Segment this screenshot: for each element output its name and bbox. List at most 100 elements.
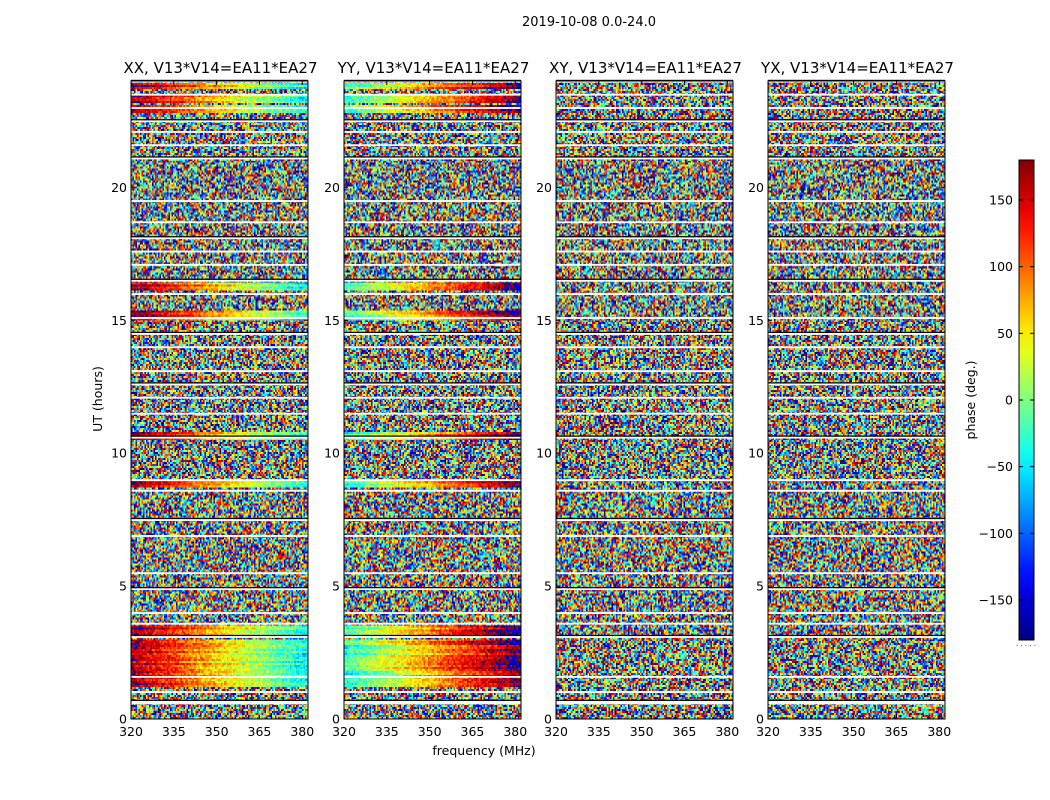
y-tick-label: 0	[756, 712, 764, 727]
y-axis-label: UT (hours)	[90, 366, 105, 432]
flagged-gap	[768, 81, 945, 83]
flag-edge	[344, 119, 521, 121]
flagged-gap	[131, 237, 308, 240]
y-tick-label: 20	[536, 180, 552, 195]
flagged-gap	[131, 221, 308, 224]
flagged-gap	[131, 489, 308, 492]
flagged-gap	[344, 130, 521, 133]
flagged-gap	[556, 120, 733, 123]
flagged-gap	[344, 157, 521, 160]
flagged-gap	[768, 107, 945, 109]
flagged-gap	[768, 675, 945, 678]
flagged-gap	[556, 436, 733, 439]
flag-edge	[768, 435, 945, 437]
flagged-gap	[556, 93, 733, 96]
flagged-gap	[344, 317, 521, 319]
flag-edge	[768, 156, 945, 158]
flagged-gap	[131, 317, 308, 319]
x-tick-label: 365	[885, 724, 909, 739]
flag-edge	[344, 634, 521, 637]
flag-edge	[768, 79, 945, 81]
flagged-gap	[131, 93, 308, 96]
flagged-gap	[344, 250, 521, 253]
flagged-gap	[344, 279, 521, 282]
flag-edge	[556, 634, 733, 637]
flagged-gap	[344, 237, 521, 240]
colorbar-tick-label: −50	[987, 459, 1013, 474]
flagged-gap	[556, 279, 733, 282]
flag-edge	[768, 634, 945, 637]
flagged-gap	[131, 675, 308, 678]
flag-edge	[556, 119, 733, 121]
flag-edge	[556, 236, 733, 238]
flagged-gap	[344, 120, 521, 123]
flagged-gap	[556, 333, 733, 335]
flagged-gap	[344, 412, 521, 415]
flag-edge	[131, 79, 308, 81]
flagged-gap	[556, 396, 733, 399]
flag-edge	[556, 699, 733, 701]
flag-edge	[131, 278, 308, 280]
flagged-gap	[131, 333, 308, 335]
flagged-gap	[556, 107, 733, 109]
y-tick-label: 15	[748, 313, 764, 328]
panel-frame	[343, 80, 522, 720]
flag-edge	[556, 331, 733, 334]
flagged-gap	[344, 691, 521, 693]
flag-edge	[556, 278, 733, 280]
y-tick-label: 20	[324, 180, 340, 195]
x-tick-label: 365	[673, 724, 697, 739]
y-tick-label: 0	[544, 712, 552, 727]
y-tick-label: 10	[536, 446, 552, 461]
flag-edge	[131, 331, 308, 334]
flagged-gap	[131, 412, 308, 415]
flagged-gap	[131, 279, 308, 282]
flagged-gap	[344, 535, 521, 537]
flagged-gap	[768, 293, 945, 295]
flag-edge	[344, 435, 521, 437]
flagged-gap	[344, 636, 521, 638]
flagged-gap	[768, 519, 945, 521]
panel-frame	[555, 80, 734, 720]
flagged-gap	[131, 346, 308, 349]
flagged-gap	[768, 572, 945, 575]
panel-title: YX, V13*V14=EA11*EA27	[760, 59, 954, 77]
colorbar-tick-label: 50	[997, 326, 1013, 341]
flagged-gap	[768, 612, 945, 614]
flagged-gap	[344, 370, 521, 373]
flag-edge	[768, 331, 945, 334]
panel-frame	[767, 80, 946, 720]
flagged-gap	[344, 436, 521, 439]
flagged-gap	[556, 636, 733, 638]
flagged-gap	[131, 107, 308, 109]
flagged-gap	[131, 612, 308, 614]
flagged-gap	[556, 519, 733, 521]
x-tick-label: 350	[842, 724, 866, 739]
flagged-gap	[768, 479, 945, 482]
flagged-gap	[556, 700, 733, 705]
flagged-gap	[344, 293, 521, 295]
x-tick-label: 380	[503, 724, 527, 739]
flagged-gap	[131, 572, 308, 575]
flagged-gap	[768, 237, 945, 240]
flagged-gap	[768, 279, 945, 282]
x-axis-label: frequency (MHz)	[432, 743, 535, 758]
flagged-gap	[768, 396, 945, 399]
flagged-gap	[344, 333, 521, 335]
y-tick-label: 10	[324, 446, 340, 461]
flagged-gap	[131, 130, 308, 133]
flagged-gap	[556, 612, 733, 614]
y-tick-label: 5	[756, 579, 764, 594]
flagged-gap	[768, 250, 945, 253]
flag-edge	[344, 156, 521, 158]
flagged-gap	[344, 200, 521, 202]
flag-edge	[768, 382, 945, 384]
flag-edge	[556, 435, 733, 437]
colorbar-tick-label: 100	[989, 259, 1013, 274]
flagged-gap	[131, 436, 308, 439]
panels: XX, V13*V14=EA11*EA27 320 335 350 365 380 0 5 10…	[111, 59, 954, 739]
flag-edge	[131, 382, 308, 384]
flagged-gap	[556, 250, 733, 253]
flagged-gap	[768, 93, 945, 96]
